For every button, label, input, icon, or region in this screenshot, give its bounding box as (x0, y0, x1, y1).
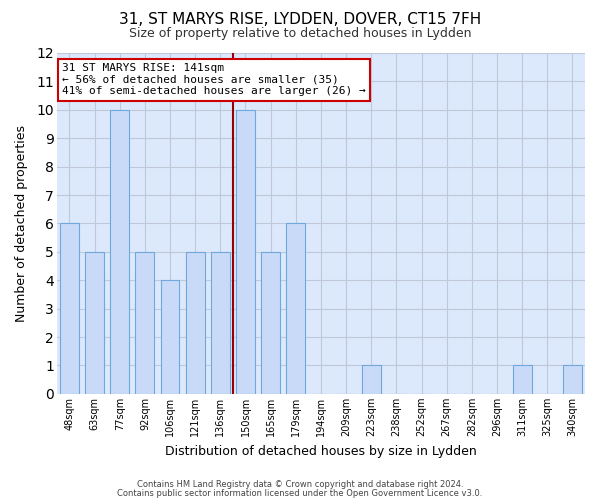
Bar (161, 280, 179, 394)
Bar (563, 366, 582, 394)
Bar (236, 110, 255, 394)
X-axis label: Distribution of detached houses by size in Lydden: Distribution of detached houses by size … (165, 444, 477, 458)
Bar (261, 252, 280, 394)
Bar (136, 252, 154, 394)
Y-axis label: Number of detached properties: Number of detached properties (15, 125, 28, 322)
Bar (286, 224, 305, 394)
Bar (211, 252, 230, 394)
Bar (186, 252, 205, 394)
Text: Size of property relative to detached houses in Lydden: Size of property relative to detached ho… (129, 28, 471, 40)
Bar (60, 224, 79, 394)
Text: Contains public sector information licensed under the Open Government Licence v3: Contains public sector information licen… (118, 489, 482, 498)
Text: 31, ST MARYS RISE, LYDDEN, DOVER, CT15 7FH: 31, ST MARYS RISE, LYDDEN, DOVER, CT15 7… (119, 12, 481, 28)
Bar (85, 252, 104, 394)
Text: Contains HM Land Registry data © Crown copyright and database right 2024.: Contains HM Land Registry data © Crown c… (137, 480, 463, 489)
Bar (512, 366, 532, 394)
Text: 31 ST MARYS RISE: 141sqm
← 56% of detached houses are smaller (35)
41% of semi-d: 31 ST MARYS RISE: 141sqm ← 56% of detach… (62, 63, 366, 96)
Bar (110, 110, 129, 394)
Bar (362, 366, 380, 394)
